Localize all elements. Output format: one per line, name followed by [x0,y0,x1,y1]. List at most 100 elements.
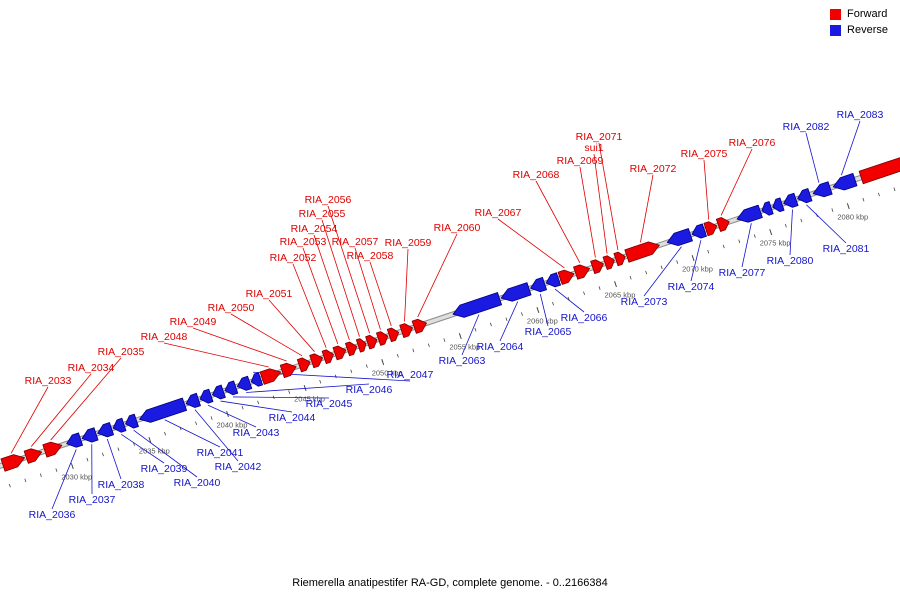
gene-arrow-RIA_2071[interactable] [613,251,626,267]
gene-arrow-sui1[interactable] [602,255,615,270]
leader-line [741,223,752,268]
gene-label: RIA_2066 [561,312,608,324]
leader-line [50,357,122,441]
gene-arrow-RIA_2081[interactable] [797,188,813,204]
gene-label: RIA_2073 [621,296,668,308]
scale-tick [241,405,244,410]
scale-tick [350,369,353,374]
gene-arrow-RIA_2042[interactable] [185,392,201,408]
gene-arrow-RIA_2064[interactable] [500,282,532,302]
gene-label: RIA_2057 [332,236,379,248]
gene-arrow[interactable] [858,157,900,185]
gene-label: RIA_2074 [668,281,715,293]
gene-arrow-RIA_2057[interactable] [375,331,389,346]
gene-label: RIA_2059 [385,237,432,249]
gene-arrow-RIA_2045[interactable] [224,380,239,396]
scale-tick [148,437,152,444]
gene-arrow-RIA_2049[interactable] [279,362,297,379]
scale-tick [443,338,446,342]
leader-line [10,386,49,454]
gene-arrow-RIA_2053[interactable] [332,345,347,361]
gene-arrow-RIA_2065[interactable] [530,276,547,293]
genome-title: Riemerella anatipestifer RA-GD, complete… [292,577,608,589]
gene-arrow-RIA_2035[interactable] [42,441,63,458]
scale-label: 2075 kbp [760,238,791,247]
gene-arrow-RIA_2083[interactable] [832,172,858,191]
scale-label: 2065 kbp [605,290,636,299]
leader-line [497,218,565,269]
scale-tick [319,379,322,384]
gene-label: RIA_2082 [783,121,830,133]
gene-arrow-RIA_2074[interactable] [691,223,707,239]
gene-arrow-RIA_2055[interactable] [355,338,367,353]
leader-line [554,288,585,313]
gene-arrow-RIA_2068[interactable] [573,264,590,280]
gene-arrow-RIA_2039[interactable] [112,417,127,433]
gene-label: RIA_2050 [208,302,255,314]
gene-label: RIA_2034 [68,362,115,374]
gene-arrow-RIA_2040[interactable] [125,413,139,429]
gene-arrow-RIA_2052[interactable] [321,349,334,365]
gene-label: RIA_2038 [98,479,145,491]
gene-arrow-RIA_2072[interactable] [624,241,660,263]
gene-arrow-RIA_2036[interactable] [66,432,83,448]
gene-arrow-RIA_2046[interactable] [236,375,253,391]
gene-arrow-RIA_2066[interactable] [545,272,561,288]
leader-line [121,434,165,464]
gene-arrow-RIA_2067[interactable] [557,269,575,285]
leader-line [313,234,350,341]
gene-arrow-RIA_2080[interactable] [783,192,799,208]
scale-tick [164,431,166,436]
gene-arrow-RIA_2038[interactable] [97,422,114,438]
leader-line [369,261,392,327]
gene-arrow-RIA_2037[interactable] [81,427,99,443]
gene-arrow-RIA_2050[interactable] [296,357,311,373]
leader-line [163,342,269,368]
scale-tick [660,265,663,270]
gene-label: RIA_2044 [269,412,316,424]
leader-line [51,449,77,510]
gene-arrow-RIA_2069[interactable] [590,259,604,275]
gene-arrow-RIA_2041[interactable] [139,397,188,423]
scale-tick [846,203,850,210]
leader-line [417,233,458,318]
scale-tick [55,468,58,472]
legend: Forward Reverse [830,8,888,36]
leader-line [690,240,702,282]
gene-label: RIA_2053 [280,236,327,248]
gene-arrow-RIA_2048[interactable] [259,368,282,385]
gene-arrow[interactable] [761,201,774,216]
scale-tick [70,463,74,470]
gene-label: RIA_2051 [246,288,293,300]
gene-arrow-RIA_2076[interactable] [715,217,730,232]
leader-line [598,142,619,251]
gene-arrow-RIA_2082[interactable] [812,181,833,198]
gene-arrow-RIA_2054[interactable] [344,341,358,357]
scale-tick [365,364,368,368]
leader-line [230,313,303,357]
leader-line [579,166,596,258]
gene-arrow-RIA_2063[interactable] [452,292,503,318]
gene-label: RIA_2072 [630,163,677,175]
gene-arrow-RIA_2047[interactable] [250,372,264,387]
gene-label: RIA_2047 [387,369,434,381]
gene-arrow-RIA_2059[interactable] [399,323,414,339]
gene-arrow-RIA_2033[interactable] [0,454,26,472]
gene-arrow-RIA_2077[interactable] [736,204,763,223]
gene-arrow-RIA_2051[interactable] [309,353,324,369]
leader-line [593,153,608,254]
scale-tick [195,421,198,426]
leader-line [535,180,581,263]
gene-arrow-RIA_2058[interactable] [386,327,400,343]
gene-arrow-RIA_2056[interactable] [365,334,378,350]
gene-arrow-RIA_2034[interactable] [23,448,43,464]
scale-tick [396,353,399,358]
gene-arrow-RIA_2060[interactable] [411,318,428,334]
gene-arrow-RIA_2073[interactable] [666,228,693,247]
scale-label: 2060 kbp [527,316,558,325]
gene-arrow-RIA_2075[interactable] [703,221,718,237]
gene-arrow[interactable] [772,197,785,213]
gene-arrow-RIA_2043[interactable] [199,388,214,404]
gene-arrow-RIA_2044[interactable] [211,384,226,400]
